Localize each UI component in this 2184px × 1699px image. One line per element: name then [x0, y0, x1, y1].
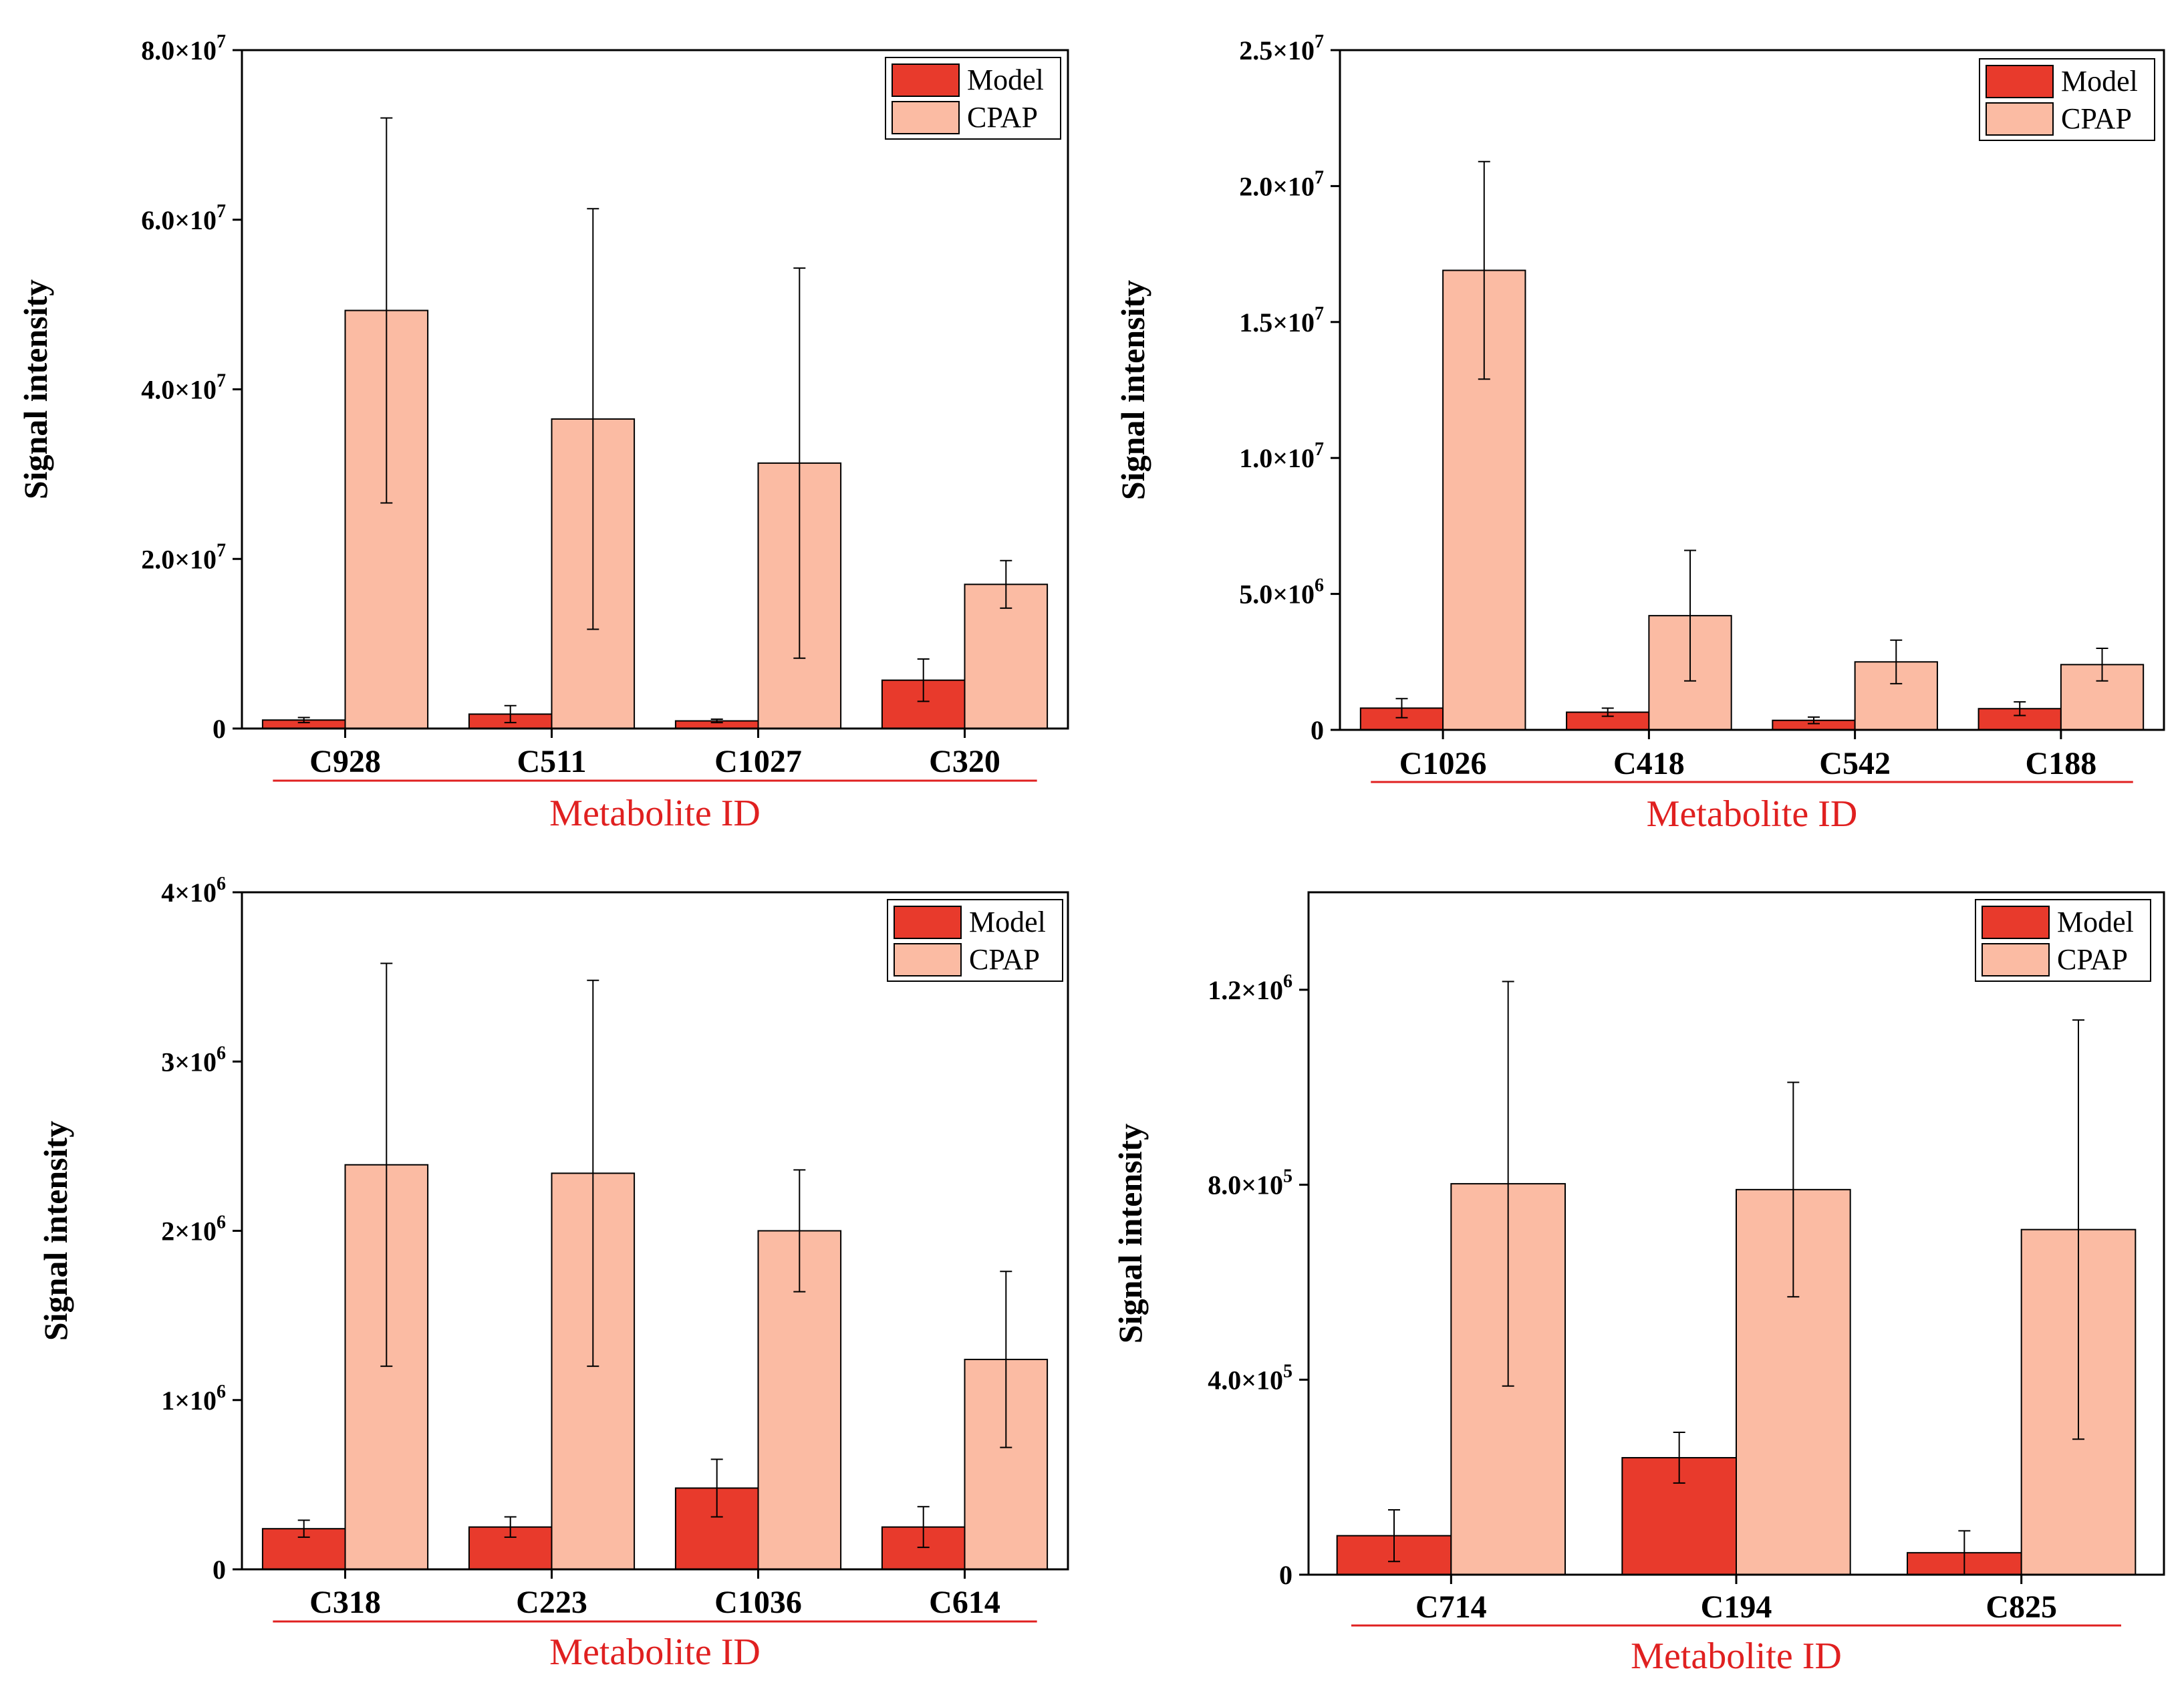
- errorbar-model-c223: [504, 1516, 517, 1538]
- y-tick-label: 8.0×107: [141, 31, 226, 66]
- y-tick-label: 3×106: [161, 1043, 226, 1077]
- x-axis-label: Metabolite ID: [549, 1631, 761, 1673]
- errorbar-model-c1027: [710, 718, 723, 724]
- x-axis-label: Metabolite ID: [549, 793, 761, 834]
- errorbar-cpap-c614: [1000, 1271, 1012, 1448]
- legend-label-cpap: CPAP: [2057, 943, 2128, 976]
- legend-swatch-cpap: [894, 943, 962, 976]
- legend-label-cpap: CPAP: [969, 943, 1040, 976]
- y-axis-label: Signal intensity: [1114, 280, 1151, 500]
- y-tick-label: 2.5×107: [1239, 31, 1324, 66]
- errorbar-model-c1026: [1395, 698, 1408, 718]
- chart-panel-bottom-right: 0 4.0×105 8.0×105 1.2×106 C714 C194 C825 Metabo…: [1111, 891, 2165, 1677]
- y-axis-label: Signal intensity: [17, 279, 54, 499]
- category-label-c318: C318: [309, 1585, 381, 1620]
- legend-label-model: Model: [969, 906, 1046, 938]
- errorbar-cpap-c1027: [793, 267, 806, 659]
- errorbar-cpap-c1036: [793, 1169, 806, 1293]
- y-tick-label: 1.2×106: [1208, 971, 1292, 1005]
- legend-swatch-cpap: [1982, 943, 2050, 976]
- legend-label-model: Model: [2057, 906, 2134, 938]
- legend-label-model: Model: [2061, 65, 2138, 98]
- category-label-c418: C418: [1613, 746, 1685, 781]
- y-tick-label: 2.0×107: [1239, 167, 1324, 201]
- errorbar-model-c318: [297, 1519, 310, 1538]
- errorbar-model-c542: [1807, 716, 1820, 725]
- legend: Model CPAP: [1975, 899, 2151, 982]
- y-tick-label: 4.0×107: [141, 371, 226, 405]
- x-axis-label: Metabolite ID: [1647, 793, 1858, 835]
- legend: Model CPAP: [887, 899, 1063, 982]
- y-tick-label: 1.5×107: [1239, 303, 1324, 338]
- y-axis-label: Signal intensity: [37, 1121, 74, 1341]
- legend: Model CPAP: [1979, 58, 2155, 141]
- category-label-c223: C223: [516, 1585, 587, 1620]
- legend-swatch-model: [894, 906, 962, 939]
- legend-label-cpap: CPAP: [2061, 102, 2132, 135]
- errorbar-cpap-c318: [380, 962, 393, 1367]
- errorbar-model-c511: [504, 704, 517, 724]
- errorbar-model-c1036: [710, 1458, 723, 1518]
- errorbar-cpap-c320: [1000, 559, 1012, 609]
- y-tick-label: 2.0×107: [141, 540, 226, 574]
- category-label-c1027: C1027: [714, 744, 802, 779]
- chart-panel-bottom-left: 0 1×106 2×106 3×106 4×106 C318 C223 C1036 C614 Me…: [37, 874, 1069, 1673]
- category-label-c928: C928: [309, 744, 381, 779]
- errorbar-cpap-c542: [1890, 639, 1903, 684]
- legend: Model CPAP: [885, 57, 1061, 140]
- errorbar-cpap-c714: [1502, 981, 1514, 1387]
- x-axis-label: Metabolite ID: [1631, 1636, 1842, 1677]
- legend-swatch-cpap: [892, 101, 960, 134]
- y-tick-label: 8.0×105: [1208, 1166, 1292, 1200]
- legend-swatch-model: [1986, 65, 2054, 98]
- chart-panel-top-right: 0 5.0×106 1.0×107 1.5×107 2.0×107 2.5×107 C102…: [1114, 31, 2165, 835]
- y-tick-label: 0: [213, 1555, 226, 1585]
- y-tick-label: 0: [1311, 715, 1324, 745]
- plot-frame: [1339, 49, 2165, 731]
- errorbar-model-c320: [917, 658, 930, 702]
- errorbar-model-c194: [1673, 1432, 1685, 1484]
- errorbar-cpap-c1026: [1478, 160, 1490, 380]
- errorbar-cpap-c223: [587, 979, 599, 1367]
- y-tick-label: 5.0×106: [1239, 575, 1324, 610]
- category-label-c714: C714: [1415, 1589, 1487, 1625]
- errorbar-cpap-c928: [380, 117, 393, 504]
- category-label-c1036: C1036: [714, 1585, 802, 1620]
- errorbar-model-c418: [1601, 707, 1614, 717]
- y-tick-label: 0: [1279, 1560, 1292, 1590]
- chart-panel-top-left: 0 2.0×107 4.0×107 6.0×107 8.0×107 C928 C511 C10…: [17, 31, 1069, 834]
- legend-swatch-cpap: [1986, 102, 2054, 136]
- y-tick-label: 2×106: [161, 1212, 226, 1247]
- errorbar-model-c614: [917, 1506, 930, 1549]
- errorbar-model-c714: [1388, 1509, 1400, 1563]
- errorbar-cpap-c825: [2072, 1019, 2084, 1440]
- category-label-c194: C194: [1701, 1589, 1772, 1625]
- legend-swatch-model: [892, 63, 960, 97]
- y-tick-label: 1×106: [161, 1382, 226, 1416]
- errorbar-cpap-c511: [587, 208, 599, 630]
- legend-label-cpap: CPAP: [967, 101, 1038, 134]
- category-label-c542: C542: [1819, 746, 1891, 781]
- legend-label-model: Model: [967, 63, 1044, 96]
- y-tick-label: 4.0×105: [1208, 1361, 1292, 1395]
- category-label-c825: C825: [1986, 1589, 2057, 1625]
- y-axis-label: Signal intensity: [1111, 1124, 1149, 1343]
- category-label-c614: C614: [929, 1585, 1000, 1620]
- category-label-c188: C188: [2026, 746, 2097, 781]
- errorbar-cpap-c194: [1787, 1081, 1800, 1298]
- y-tick-label: 6.0×107: [141, 201, 226, 235]
- errorbar-model-c928: [297, 716, 310, 724]
- y-tick-label: 0: [213, 714, 226, 744]
- category-label-c511: C511: [517, 744, 586, 779]
- legend-swatch-model: [1982, 906, 2050, 939]
- errorbar-model-c188: [2014, 701, 2026, 716]
- category-label-c320: C320: [929, 744, 1000, 779]
- errorbar-cpap-c188: [2096, 647, 2108, 682]
- y-tick-label: 4×106: [161, 874, 226, 908]
- category-label-c1026: C1026: [1399, 746, 1487, 781]
- y-tick-label: 1.0×107: [1239, 439, 1324, 473]
- errorbar-cpap-c418: [1684, 549, 1697, 682]
